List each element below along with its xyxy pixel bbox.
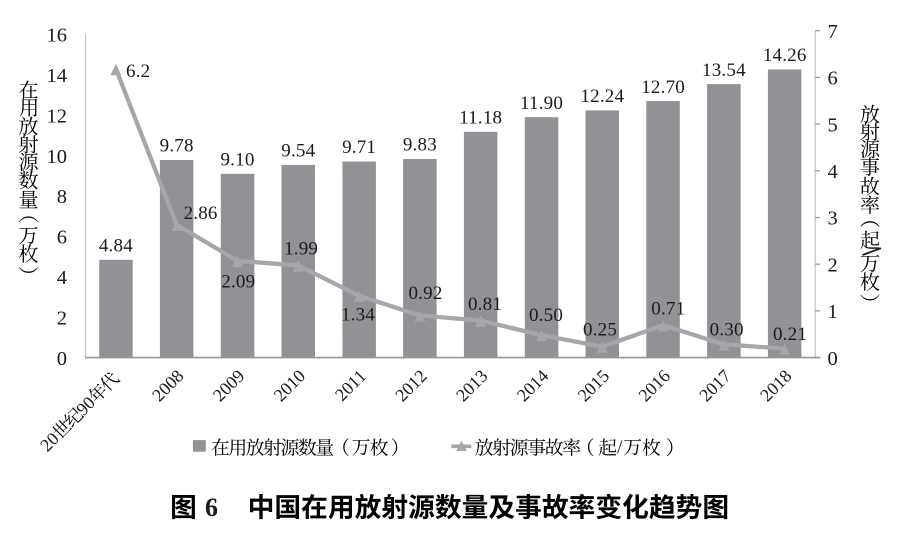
svg-text:0.71: 0.71 <box>651 298 685 319</box>
svg-text:6: 6 <box>57 227 67 249</box>
svg-text:14.26: 14.26 <box>763 45 807 66</box>
svg-text:/: / <box>617 437 623 458</box>
svg-text:1.99: 1.99 <box>284 238 318 259</box>
svg-text:6: 6 <box>205 493 218 522</box>
svg-text:2.86: 2.86 <box>184 203 218 224</box>
svg-text:0.92: 0.92 <box>408 283 442 304</box>
svg-text:0.21: 0.21 <box>773 324 807 345</box>
svg-text:2014: 2014 <box>513 366 553 406</box>
svg-text:6: 6 <box>828 68 838 90</box>
svg-text:0.25: 0.25 <box>583 319 617 340</box>
svg-text:0.30: 0.30 <box>710 319 744 340</box>
svg-text:2008: 2008 <box>148 366 188 406</box>
svg-text:3: 3 <box>828 208 838 230</box>
svg-text:6.2: 6.2 <box>126 61 150 82</box>
svg-text:12.24: 12.24 <box>580 86 624 107</box>
svg-text:11.18: 11.18 <box>459 108 502 129</box>
svg-text:2: 2 <box>828 254 838 276</box>
svg-text:16: 16 <box>47 25 68 47</box>
svg-text:10: 10 <box>47 146 68 168</box>
svg-text:2012: 2012 <box>391 366 431 406</box>
svg-text:2.09: 2.09 <box>221 271 255 292</box>
svg-text:8: 8 <box>57 186 67 208</box>
svg-text:0: 0 <box>57 348 67 370</box>
svg-text:0: 0 <box>828 348 838 370</box>
svg-text:2018: 2018 <box>756 366 796 406</box>
svg-text:12: 12 <box>47 105 68 127</box>
svg-text:2013: 2013 <box>452 366 492 406</box>
svg-text:4: 4 <box>57 267 67 289</box>
svg-text:7: 7 <box>828 21 838 43</box>
svg-text:4: 4 <box>828 161 838 183</box>
svg-text:0.50: 0.50 <box>529 305 563 326</box>
svg-text:12.70: 12.70 <box>641 77 685 98</box>
svg-text:9.83: 9.83 <box>403 135 437 156</box>
svg-text:9.10: 9.10 <box>220 150 254 171</box>
svg-text:9.71: 9.71 <box>342 137 376 158</box>
svg-text:4.84: 4.84 <box>99 236 133 257</box>
svg-text:2: 2 <box>57 307 67 329</box>
svg-text:2010: 2010 <box>270 366 310 406</box>
svg-text:2009: 2009 <box>209 366 249 406</box>
svg-text:2015: 2015 <box>574 366 614 406</box>
svg-text:2016: 2016 <box>634 366 674 406</box>
svg-text:0.81: 0.81 <box>468 294 502 315</box>
svg-text:1.34: 1.34 <box>341 304 375 325</box>
svg-text:9.54: 9.54 <box>281 141 315 162</box>
svg-text:2017: 2017 <box>695 366 735 406</box>
svg-text:2011: 2011 <box>331 366 370 405</box>
svg-text:13.54: 13.54 <box>702 60 746 81</box>
svg-text:1: 1 <box>828 301 838 323</box>
svg-text:14: 14 <box>47 65 68 87</box>
svg-text:9.78: 9.78 <box>160 136 194 157</box>
svg-text:5: 5 <box>828 114 838 136</box>
svg-text:11.90: 11.90 <box>520 93 563 114</box>
